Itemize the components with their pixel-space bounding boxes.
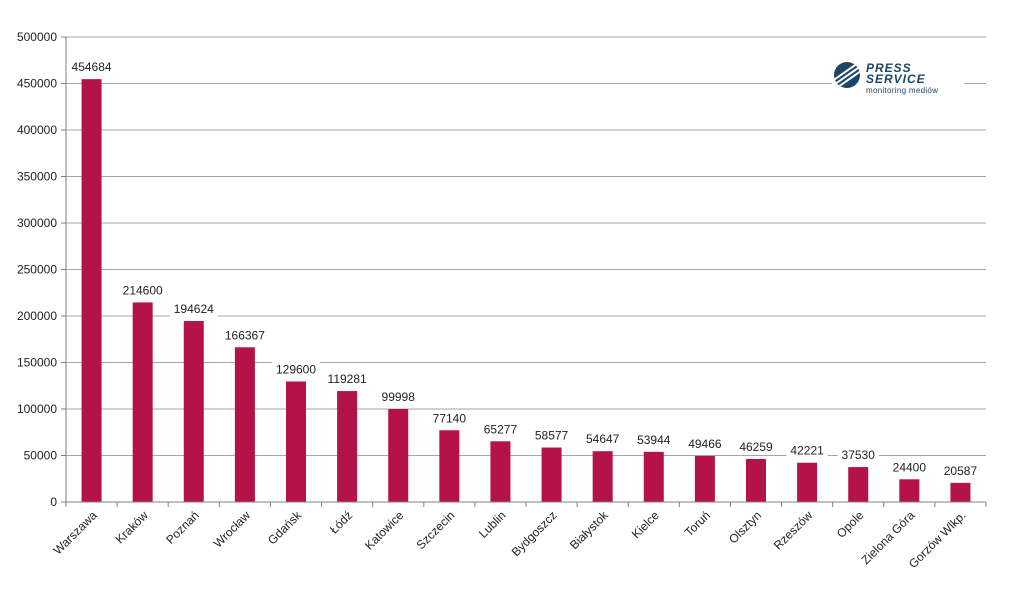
data-label-bg [377, 389, 419, 406]
x-tick-label: Warszawa [50, 508, 99, 557]
data-label: 24400 [893, 460, 927, 474]
bar [490, 441, 511, 502]
x-tick-label: Kraków [113, 508, 151, 546]
x-tick-label: Szczecin [414, 508, 458, 552]
data-label-bg [118, 282, 167, 299]
x-tick-label: Kielce [629, 508, 662, 541]
data-label-bg [531, 427, 573, 444]
gridlines [66, 36, 986, 456]
x-tick-label: Gdańsk [265, 508, 305, 548]
logo-line2: SERVICE [866, 72, 926, 86]
data-label-bg [939, 462, 981, 479]
data-label: 54647 [586, 432, 620, 446]
bar [286, 381, 306, 502]
x-tick-label: Olsztyn [726, 508, 764, 546]
logo-subtitle: monitoring mediów [866, 86, 939, 95]
x-tick-label: Lublin [476, 508, 509, 541]
press-service-logo: PRESS SERVICE monitoring mediów [832, 60, 964, 100]
data-label-bg [428, 410, 470, 427]
data-label: 454684 [72, 60, 112, 74]
y-axis-ticks: 0 50000 100000 150000 200000 250000 300000 3500… [17, 30, 66, 509]
x-tick-label: Poznań [163, 508, 202, 547]
data-label-bg [272, 361, 320, 378]
x-tick-label: Łódź [327, 508, 355, 536]
data-label: 65277 [484, 422, 518, 436]
bar [950, 482, 971, 502]
data-label: 129600 [276, 362, 316, 376]
bar [81, 79, 102, 502]
data-label-bg [837, 447, 879, 464]
y-tick-label: 250000 [17, 263, 57, 277]
bar [643, 451, 664, 502]
y-tick-label: 400000 [17, 123, 57, 137]
bar [848, 467, 869, 502]
data-label: 46259 [739, 440, 773, 454]
data-label-bg [735, 438, 777, 455]
x-tick-label: Katowice [362, 508, 407, 553]
data-label: 58577 [535, 429, 569, 443]
data-label: 77140 [433, 411, 467, 425]
data-labels: 454684 214600 194624 166367 129600 119281 9999… [67, 59, 981, 479]
bars [81, 79, 971, 502]
x-tick-label: Bydgoszcz [509, 508, 560, 559]
bar [694, 455, 715, 502]
bar [797, 462, 818, 502]
y-tick-label: 0 [50, 495, 57, 509]
y-tick-label: 150000 [17, 356, 57, 370]
y-tick-label: 450000 [17, 77, 57, 91]
x-tick-label: Rzeszów [771, 508, 816, 553]
y-tick-label: 50000 [24, 449, 58, 463]
y-tick-label: 500000 [17, 30, 57, 44]
data-label-bg [888, 459, 930, 476]
bar [183, 320, 204, 502]
data-label-bg [786, 442, 828, 459]
data-label-bg [479, 421, 521, 438]
bar [132, 302, 153, 502]
logo-line1: PRESS [866, 61, 912, 75]
data-label-bg [67, 59, 116, 76]
data-label-bg [633, 431, 675, 448]
data-label: 214600 [123, 283, 163, 297]
y-tick-label: 350000 [17, 170, 57, 184]
data-label-bg [323, 371, 372, 388]
data-label: 42221 [790, 444, 824, 458]
data-label-bg [582, 431, 624, 448]
data-label: 20587 [944, 464, 978, 478]
data-label: 166367 [225, 328, 265, 342]
data-label: 49466 [688, 437, 722, 451]
x-tick-label: Wrocław [211, 508, 254, 551]
logo-icon [834, 62, 860, 88]
y-tick-label: 300000 [17, 216, 57, 230]
x-tick-label: Białystok [567, 508, 612, 553]
y-tick-label: 100000 [17, 402, 57, 416]
bar [337, 391, 358, 502]
bar [388, 409, 409, 502]
data-label: 119281 [328, 372, 367, 386]
x-axis-ticks: Warszawa Kraków Poznań Wrocław Gdańsk Łódź Kat… [50, 502, 987, 571]
data-label: 99998 [382, 390, 416, 404]
data-label: 37530 [842, 448, 876, 462]
data-label: 53944 [637, 433, 671, 447]
bar [746, 458, 766, 502]
data-label-bg [684, 435, 726, 452]
bar [234, 347, 255, 502]
data-label-bg [169, 300, 218, 317]
bar [592, 451, 613, 502]
y-tick-label: 200000 [17, 309, 57, 323]
bar [899, 479, 920, 502]
bar [439, 430, 460, 502]
x-tick-label: Opole [834, 508, 867, 541]
x-tick-label: Toruń [682, 508, 713, 539]
bar [541, 447, 562, 502]
data-label-bg [220, 327, 269, 344]
data-label: 194624 [174, 302, 214, 316]
